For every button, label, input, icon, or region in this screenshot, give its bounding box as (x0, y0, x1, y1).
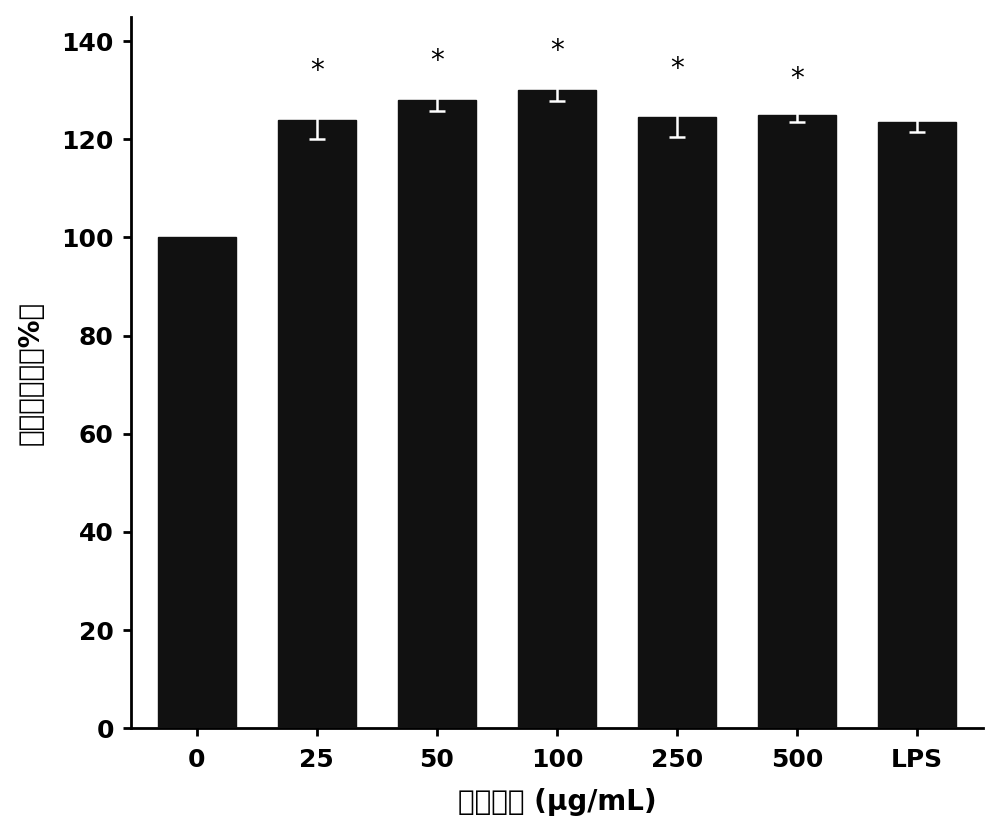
Bar (518, 90, 596, 728)
Y-axis label: 细胞存活率（%）: 细胞存活率（%） (17, 301, 45, 445)
Bar (758, 115, 836, 728)
Text: *: * (670, 55, 684, 83)
X-axis label: 多糖浓度 (μg/mL): 多糖浓度 (μg/mL) (458, 788, 656, 816)
Bar (878, 122, 956, 728)
Bar (278, 120, 356, 728)
Text: *: * (310, 57, 324, 85)
Text: *: * (430, 47, 444, 75)
Text: *: * (790, 65, 804, 92)
Bar (158, 237, 236, 728)
Text: *: * (550, 37, 564, 65)
Bar (398, 100, 476, 728)
Bar (638, 117, 716, 728)
